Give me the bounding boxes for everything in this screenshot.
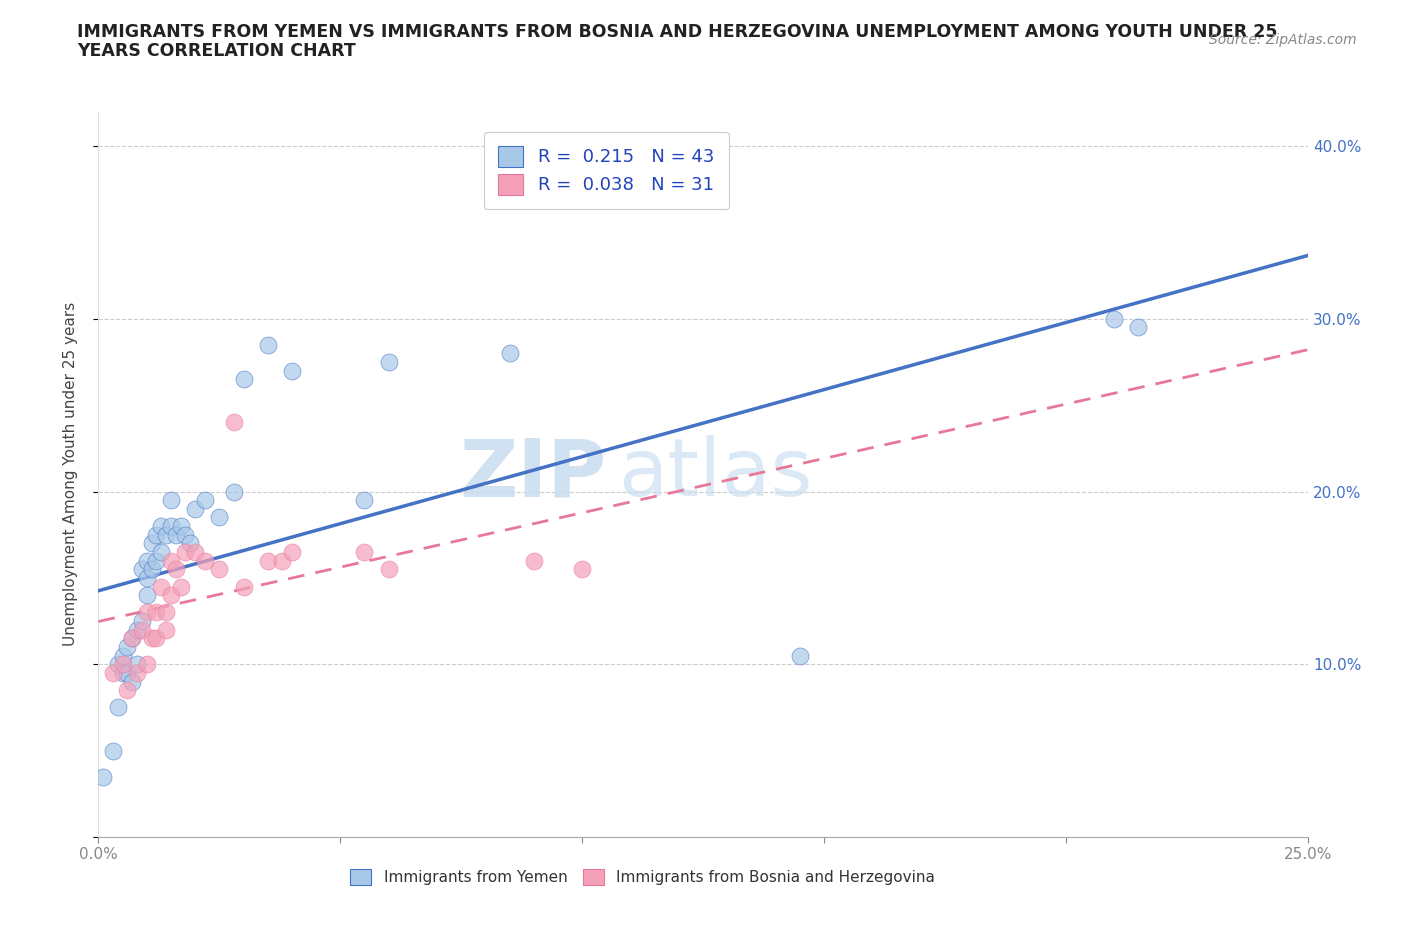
Point	[789, 648, 811, 663]
Point	[150, 545, 173, 560]
Point	[141, 562, 163, 577]
Text: atlas: atlas	[619, 435, 813, 513]
Text: Source: ZipAtlas.com: Source: ZipAtlas.com	[1209, 33, 1357, 46]
Point	[145, 553, 167, 568]
Point	[1102, 312, 1125, 326]
Point	[135, 605, 157, 620]
Point	[174, 545, 197, 560]
Point	[222, 415, 245, 430]
Point	[135, 553, 157, 568]
Point	[127, 666, 149, 681]
Point	[174, 527, 197, 542]
Point	[131, 562, 153, 577]
Point	[160, 519, 183, 534]
Point	[232, 372, 254, 387]
Point	[165, 527, 187, 542]
Point	[141, 536, 163, 551]
Point	[121, 631, 143, 645]
Point	[111, 648, 134, 663]
Point	[271, 553, 294, 568]
Text: IMMIGRANTS FROM YEMEN VS IMMIGRANTS FROM BOSNIA AND HERZEGOVINA UNEMPLOYMENT AMO: IMMIGRANTS FROM YEMEN VS IMMIGRANTS FROM…	[77, 23, 1278, 41]
Point	[256, 553, 278, 568]
Point	[208, 510, 231, 525]
Point	[127, 622, 149, 637]
Point	[523, 553, 546, 568]
Point	[145, 631, 167, 645]
Point	[377, 562, 399, 577]
Point	[131, 614, 153, 629]
Point	[194, 553, 217, 568]
Point	[353, 493, 375, 508]
Y-axis label: Unemployment Among Youth under 25 years: Unemployment Among Youth under 25 years	[63, 302, 77, 646]
Point	[145, 527, 167, 542]
Point	[117, 640, 139, 655]
Point	[179, 536, 201, 551]
Text: ZIP: ZIP	[458, 435, 606, 513]
Point	[155, 605, 177, 620]
Point	[145, 605, 167, 620]
Point	[111, 657, 134, 671]
Point	[111, 666, 134, 681]
Point	[121, 631, 143, 645]
Point	[141, 631, 163, 645]
Text: YEARS CORRELATION CHART: YEARS CORRELATION CHART	[77, 42, 356, 60]
Point	[232, 579, 254, 594]
Point	[184, 545, 207, 560]
Point	[150, 579, 173, 594]
Point	[155, 622, 177, 637]
Point	[184, 501, 207, 516]
Point	[91, 769, 114, 784]
Point	[222, 485, 245, 499]
Point	[135, 570, 157, 585]
Legend: Immigrants from Yemen, Immigrants from Bosnia and Herzegovina: Immigrants from Yemen, Immigrants from B…	[344, 863, 941, 891]
Point	[101, 743, 124, 758]
Point	[101, 666, 124, 681]
Point	[150, 519, 173, 534]
Point	[135, 657, 157, 671]
Point	[353, 545, 375, 560]
Point	[281, 364, 304, 379]
Point	[169, 519, 191, 534]
Point	[121, 674, 143, 689]
Point	[571, 562, 593, 577]
Point	[135, 588, 157, 603]
Point	[377, 354, 399, 369]
Point	[281, 545, 304, 560]
Point	[1128, 320, 1150, 335]
Point	[107, 657, 129, 671]
Point	[107, 700, 129, 715]
Point	[256, 338, 278, 352]
Point	[131, 622, 153, 637]
Point	[165, 562, 187, 577]
Point	[160, 493, 183, 508]
Point	[160, 553, 183, 568]
Point	[208, 562, 231, 577]
Point	[498, 346, 520, 361]
Point	[194, 493, 217, 508]
Point	[160, 588, 183, 603]
Point	[117, 666, 139, 681]
Point	[169, 579, 191, 594]
Point	[127, 657, 149, 671]
Point	[117, 683, 139, 698]
Point	[155, 527, 177, 542]
